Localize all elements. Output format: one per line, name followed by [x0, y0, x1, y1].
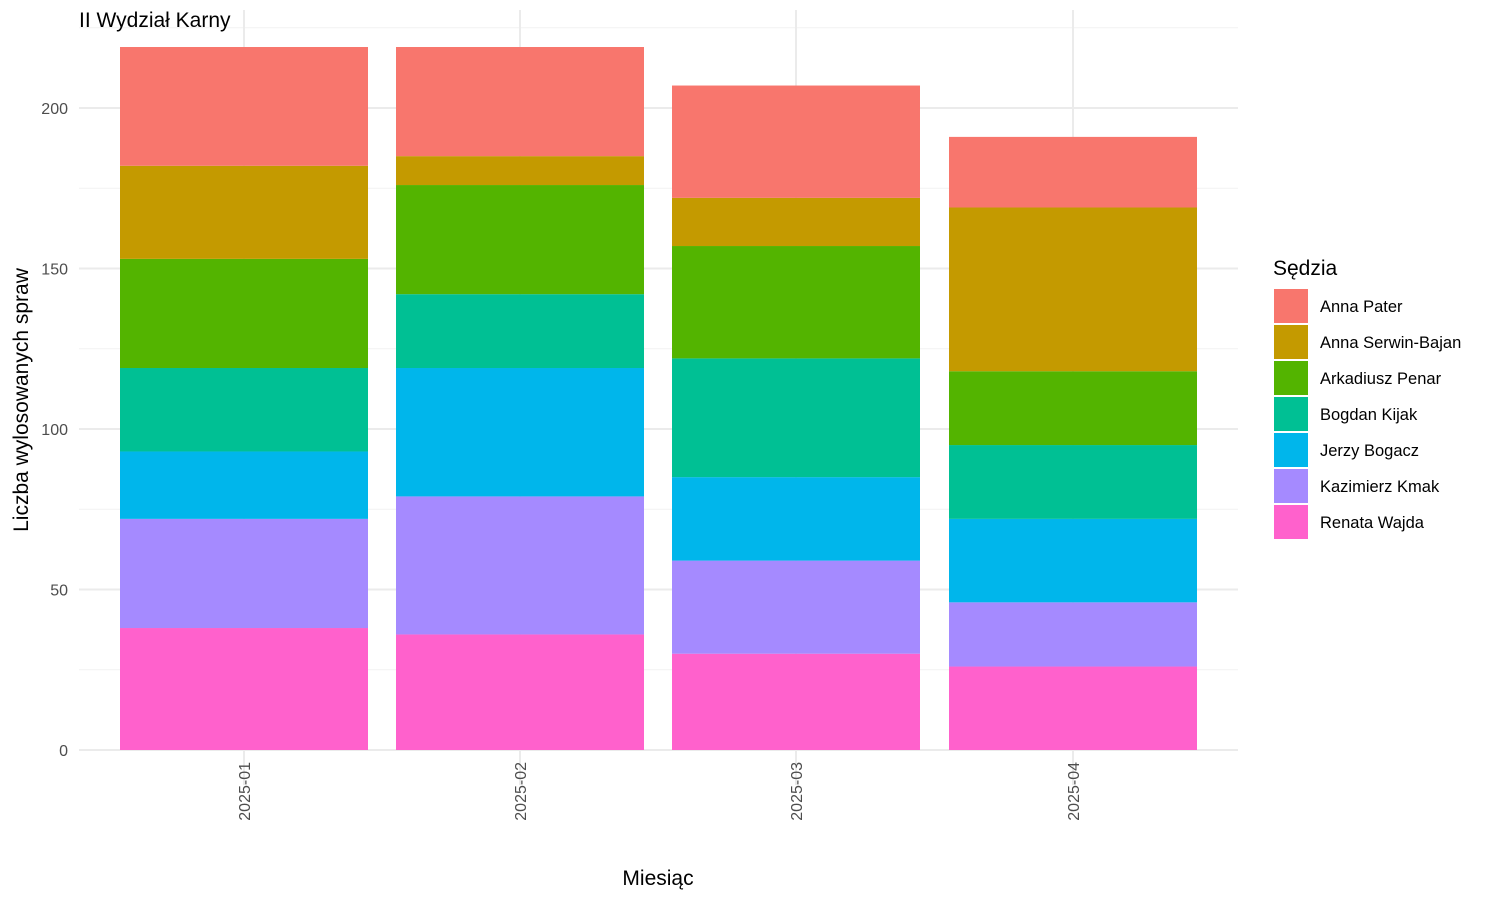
x-axis-ticks: 2025-01 2025-02 2025-03 2025-04 — [237, 762, 1083, 821]
x-axis-title: Miesiąc — [622, 867, 693, 890]
legend-items: Anna Pater Anna Serwin-Bajan Arkadiusz Pen… — [1274, 289, 1461, 539]
y-axis-ticks: 0 50 100 150 200 — [41, 101, 68, 760]
y-axis-title: Liczba wylosowanych spraw — [10, 267, 33, 532]
y-tick-label: 0 — [59, 743, 68, 760]
legend-swatch — [1274, 505, 1308, 539]
bar-segment — [672, 246, 920, 359]
bar-segment — [672, 477, 920, 561]
bar-segment — [120, 628, 368, 750]
chart-title: II Wydział Karny — [79, 9, 231, 32]
legend-swatch — [1274, 397, 1308, 431]
bar-segment — [949, 518, 1197, 603]
bar-segment — [672, 197, 920, 247]
y-tick-label: 100 — [41, 422, 68, 439]
x-tick-label: 2025-02 — [513, 762, 530, 821]
bar-segment — [672, 653, 920, 750]
y-tick-label: 50 — [50, 583, 68, 600]
bar-segment — [949, 371, 1197, 446]
bar-segment — [396, 47, 644, 157]
bar-segment — [672, 560, 920, 654]
bar-segment — [949, 602, 1197, 667]
legend-item: Anna Serwin-Bajan — [1274, 325, 1461, 359]
bar-segment — [120, 165, 368, 259]
legend-label: Renata Wajda — [1320, 514, 1425, 532]
bar-segment — [120, 518, 368, 629]
legend-label: Arkadiusz Penar — [1320, 370, 1442, 388]
legend-swatch — [1274, 361, 1308, 395]
bar-segment — [120, 258, 368, 369]
bar-segment — [396, 496, 644, 635]
bar-segment — [949, 445, 1197, 519]
legend-swatch — [1274, 289, 1308, 323]
bar-segment — [396, 368, 644, 497]
bar-segment — [396, 185, 644, 295]
bar-segment — [949, 666, 1197, 750]
bar-segment — [120, 47, 368, 166]
y-tick-label: 200 — [41, 101, 68, 118]
bar-segment — [672, 85, 920, 198]
legend-swatch — [1274, 469, 1308, 503]
bar-segment — [949, 136, 1197, 208]
legend-item: Anna Pater — [1274, 289, 1403, 323]
x-tick-label: 2025-03 — [789, 762, 806, 821]
legend-label: Anna Serwin-Bajan — [1320, 334, 1461, 352]
bar-segment — [120, 451, 368, 519]
legend-title: Sędzia — [1273, 257, 1338, 280]
legend-swatch — [1274, 433, 1308, 467]
x-tick-label: 2025-01 — [237, 762, 254, 821]
y-tick-label: 150 — [41, 262, 68, 279]
legend-item: Bogdan Kijak — [1274, 397, 1418, 431]
legend-label: Anna Pater — [1320, 298, 1403, 316]
x-tick-label: 2025-04 — [1066, 762, 1083, 821]
legend-label: Bogdan Kijak — [1320, 406, 1418, 424]
bar-segment — [949, 207, 1197, 372]
bar-segment — [396, 634, 644, 750]
legend-swatch — [1274, 325, 1308, 359]
bar-segment — [672, 358, 920, 478]
legend-item: Arkadiusz Penar — [1274, 361, 1442, 395]
legend-item: Kazimierz Kmak — [1274, 469, 1440, 503]
legend-label: Kazimierz Kmak — [1320, 478, 1440, 496]
bar-segment — [120, 368, 368, 452]
legend-label: Jerzy Bogacz — [1320, 442, 1419, 460]
bar-segment — [396, 294, 644, 369]
legend-item: Jerzy Bogacz — [1274, 433, 1419, 467]
bars — [120, 47, 1197, 750]
legend: Sędzia Anna Pater Anna Serwin-Bajan Arkadi… — [1273, 257, 1461, 539]
legend-item: Renata Wajda — [1274, 505, 1425, 539]
bar-segment — [396, 156, 644, 186]
